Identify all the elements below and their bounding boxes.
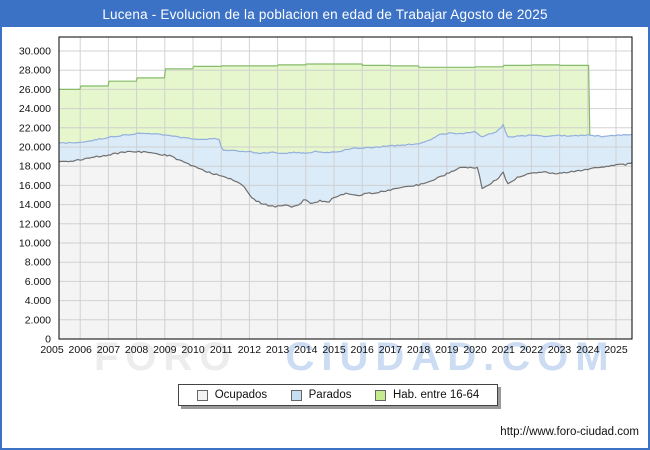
legend-item-1: Parados bbox=[290, 389, 352, 401]
watermark: FORO CIUDAD.COM bbox=[94, 335, 616, 380]
y-tick-label: 6.000 bbox=[25, 276, 51, 288]
x-tick-label: 2024 bbox=[576, 344, 600, 356]
page-title: Lucena - Evolucion de la poblacion en ed… bbox=[102, 7, 548, 22]
y-tick-label: 24.000 bbox=[19, 103, 51, 115]
y-tick-label: 30.000 bbox=[19, 46, 51, 58]
y-tick-label: 22.000 bbox=[19, 122, 51, 134]
legend-label: Hab. entre 16-64 bbox=[392, 389, 480, 401]
y-tick-label: 28.000 bbox=[19, 65, 51, 77]
y-tick-label: 10.000 bbox=[19, 238, 51, 250]
watermark-foro: FORO bbox=[94, 335, 238, 379]
x-tick-label: 2007 bbox=[97, 344, 121, 356]
x-tick-label: 2014 bbox=[294, 344, 318, 356]
x-tick-label: 2013 bbox=[266, 344, 290, 356]
legend-item-2: Hab. entre 16-64 bbox=[374, 389, 480, 401]
x-tick-label: 2011 bbox=[210, 344, 233, 356]
y-tick-label: 4.000 bbox=[25, 295, 51, 307]
x-tick-label: 2019 bbox=[435, 344, 459, 356]
y-tick-label: 2.000 bbox=[25, 314, 51, 326]
y-tick-label: 0 bbox=[45, 334, 51, 346]
x-tick-label: 2021 bbox=[492, 344, 516, 356]
x-tick-label: 2020 bbox=[463, 344, 487, 356]
y-tick-label: 8.000 bbox=[25, 257, 51, 269]
x-tick-label: 2015 bbox=[322, 344, 346, 356]
legend-label: Ocupados bbox=[214, 389, 268, 401]
y-tick-label: 18.000 bbox=[19, 161, 51, 173]
x-tick-label: 2006 bbox=[69, 344, 93, 356]
watermark-ciudad: CIUDAD.COM bbox=[285, 335, 616, 379]
y-tick-label: 16.000 bbox=[19, 180, 51, 192]
legend-item-0: Ocupados bbox=[196, 389, 268, 401]
y-tick-label: 26.000 bbox=[19, 84, 51, 96]
legend-swatch bbox=[196, 389, 208, 401]
x-tick-label: 2022 bbox=[520, 344, 544, 356]
title-bar: Lucena - Evolucion de la poblacion en ed… bbox=[2, 2, 648, 27]
x-tick-label: 2016 bbox=[351, 344, 375, 356]
x-tick-label: 2018 bbox=[407, 344, 431, 356]
x-tick-label: 2009 bbox=[153, 344, 177, 356]
chart-legend: Ocupados Parados Hab. entre 16-64 bbox=[178, 384, 498, 406]
footer-url: http://www.foro-ciudad.com bbox=[500, 426, 639, 438]
legend-label: Parados bbox=[308, 389, 352, 401]
x-tick-label: 2008 bbox=[125, 344, 149, 356]
x-tick-label: 2010 bbox=[181, 344, 205, 356]
y-tick-label: 20.000 bbox=[19, 142, 51, 154]
x-tick-label: 2012 bbox=[238, 344, 262, 356]
legend-swatch bbox=[290, 389, 302, 401]
x-tick-label: 2005 bbox=[40, 344, 64, 356]
legend-swatch bbox=[374, 389, 386, 401]
x-tick-label: 2025 bbox=[604, 344, 628, 356]
y-tick-label: 12.000 bbox=[19, 218, 51, 230]
y-tick-label: 14.000 bbox=[19, 199, 51, 211]
x-tick-label: 2017 bbox=[379, 344, 403, 356]
x-tick-label: 2023 bbox=[548, 344, 572, 356]
